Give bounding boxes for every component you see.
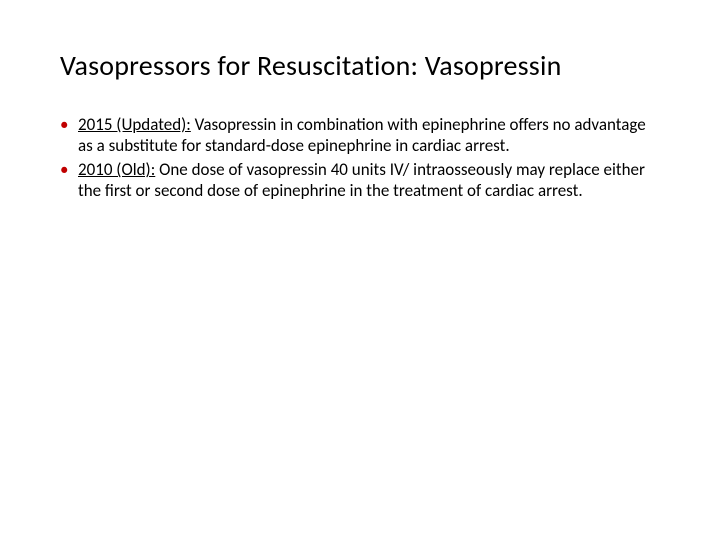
slide-title: Vasopressors for Resuscitation: Vasopres…	[60, 48, 660, 83]
list-item: 2015 (Updated): Vasopressin in combinati…	[60, 115, 660, 156]
bullet-label: 2010 (Old):	[78, 159, 155, 180]
bullet-text: One dose of vasopressin 40 units IV/ int…	[78, 159, 645, 201]
bullet-list: 2015 (Updated): Vasopressin in combinati…	[60, 115, 660, 202]
bullet-label: 2015 (Updated):	[78, 114, 191, 135]
list-item: 2010 (Old): One dose of vasopressin 40 u…	[60, 160, 660, 201]
slide: Vasopressors for Resuscitation: Vasopres…	[0, 0, 720, 540]
